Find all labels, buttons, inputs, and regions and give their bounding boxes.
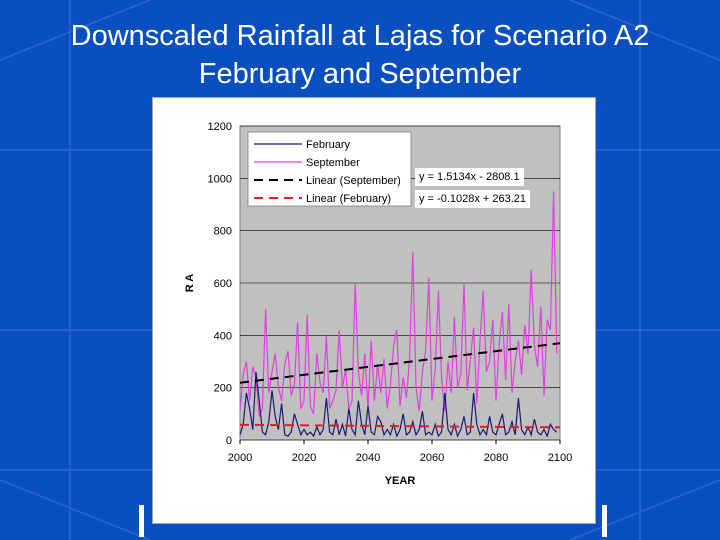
y-tick-label-400: 400 (214, 330, 232, 342)
legend-label-1: September (306, 157, 360, 169)
y-tick-label-1200: 1200 (208, 121, 232, 133)
september-trend-equation: y = 1.5134x - 2808.1 (415, 168, 524, 186)
rainfall-chart: 0 200 400 600 800 1000 1200 2000 2020 2040 2060 208… (184, 121, 572, 487)
y-tick-label-1000: 1000 (208, 173, 232, 185)
series-line-linear-september (239, 342, 561, 384)
x-tick-label-2060: 2060 (420, 452, 444, 464)
right-bar-decoration (602, 505, 607, 537)
chart-panel: 0 200 400 600 800 1000 1200 2000 2020 2040 2060 208… (152, 97, 596, 524)
series-line-february (239, 371, 558, 438)
y-tick-label-800: 800 (214, 226, 232, 238)
x-tick-label-2020: 2020 (292, 452, 316, 464)
y-tick-label-200: 200 (214, 383, 232, 395)
legend-label-0: February (306, 139, 351, 151)
legend-label-3: Linear (February) (306, 193, 391, 205)
x-tick-label-2000: 2000 (228, 452, 252, 464)
y-axis-label: R A (184, 274, 196, 293)
y-tick-label-600: 600 (214, 278, 232, 290)
left-bar-decoration (139, 505, 144, 537)
february-trend-equation: y = -0.1028x + 263.21 (415, 190, 531, 208)
x-tick-label-2100: 2100 (548, 452, 572, 464)
y-tick-label-0: 0 (226, 435, 232, 447)
series-line-september (239, 191, 558, 417)
x-tick-label-2040: 2040 (356, 452, 380, 464)
x-tick-label-2080: 2080 (484, 452, 508, 464)
slide-title-line-2: February and September (198, 58, 522, 90)
legend-label-2: Linear (September) (306, 175, 401, 187)
slide-title-line-1: Downscaled Rainfall at Lajas for Scenari… (70, 20, 650, 52)
x-axis-label: YEAR (385, 475, 416, 487)
series-line-linear-february (239, 423, 561, 429)
